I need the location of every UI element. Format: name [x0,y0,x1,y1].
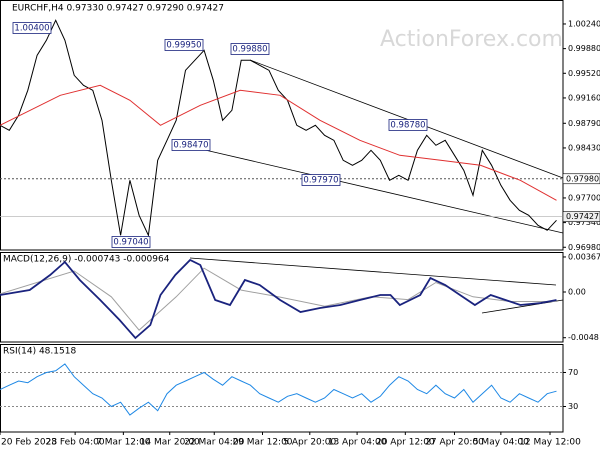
level-box [562,173,600,185]
level-box [562,211,600,222]
x-tick-label: 13 Apr 04:00 [328,438,387,448]
channel-lower [204,149,564,234]
annotation-box [111,236,151,248]
x-tick-label: 28 Feb 04:00 [46,438,105,448]
annotation-box [301,174,341,186]
annotation: 1.00400 [14,24,49,34]
x-tick-label: 7 Mar 12:00 [96,438,151,448]
series-line [0,363,557,416]
x-tick-label: 5 Apr 20:00 [283,438,336,448]
y-tick-label: 0.00 [568,288,586,297]
y-tick-label: -0.0048 [568,333,599,342]
annotation: 0.99950 [166,41,201,51]
y-tick-label: 0.97340 [568,218,600,227]
y-tick-label: 1.00240 [568,19,600,28]
macd-trend-upper [189,257,557,286]
annotation: 0.97970 [303,176,338,186]
y-tick-label: 0.99160 [568,93,600,102]
macd-title: MACD(12,26,9) -0.000743 -0.000964 [3,255,170,265]
annotation: 0.99880 [232,45,267,55]
y-tick-label: 0.003679 [568,252,600,261]
x-tick-label: 22 Mar 04:00 [184,438,244,448]
x-tick-label: 27 Apr 20:00 [425,438,484,448]
series-line [0,84,557,201]
annotation-box [171,139,211,151]
x-tick-label: 12 May 12:00 [519,438,581,448]
y-tick-label: 0.99880 [568,44,600,53]
annotation: 0.98470 [173,141,208,151]
x-tick-label: 14 Mar 20:00 [140,438,200,448]
y-tick-label: 30 [568,402,578,411]
series-line [0,19,557,238]
channel-upper [249,59,564,179]
x-tick-label: 29 Mar 12:00 [232,438,292,448]
y-tick-label: 70 [568,368,578,377]
annotation: 0.98780 [390,121,425,131]
y-tick-label: 0.99520 [568,69,600,78]
y-tick-label: 0.96980 [568,243,600,252]
level-label: 0.97980 [566,174,599,183]
annotation-box [230,43,270,55]
annotation: 0.97040 [113,238,148,248]
x-tick-label: 5 May 04:00 [473,438,529,448]
y-tick-label: 0.98790 [568,119,600,128]
x-tick-label: 20 Apr 12:00 [376,438,435,448]
rsi-frame [0,344,564,433]
series-line [0,267,557,331]
macd-frame [0,252,564,343]
y-tick-label: 0.97700 [568,193,600,202]
y-tick-label: 0.98430 [568,143,600,152]
x-tick-label: 20 Feb 2023 [1,438,57,448]
series-line [0,258,557,340]
annotation-box [12,22,52,34]
watermark: ActionForex.com [380,27,563,52]
chart-title: EURCHF,H4 0.97330 0.97427 0.97290 0.9742… [12,4,224,14]
level-label: 0.97427 [566,212,599,221]
annotation-box [388,119,428,131]
annotation-box [164,39,204,51]
rsi-title: RSI(14) 48.1518 [3,347,76,357]
